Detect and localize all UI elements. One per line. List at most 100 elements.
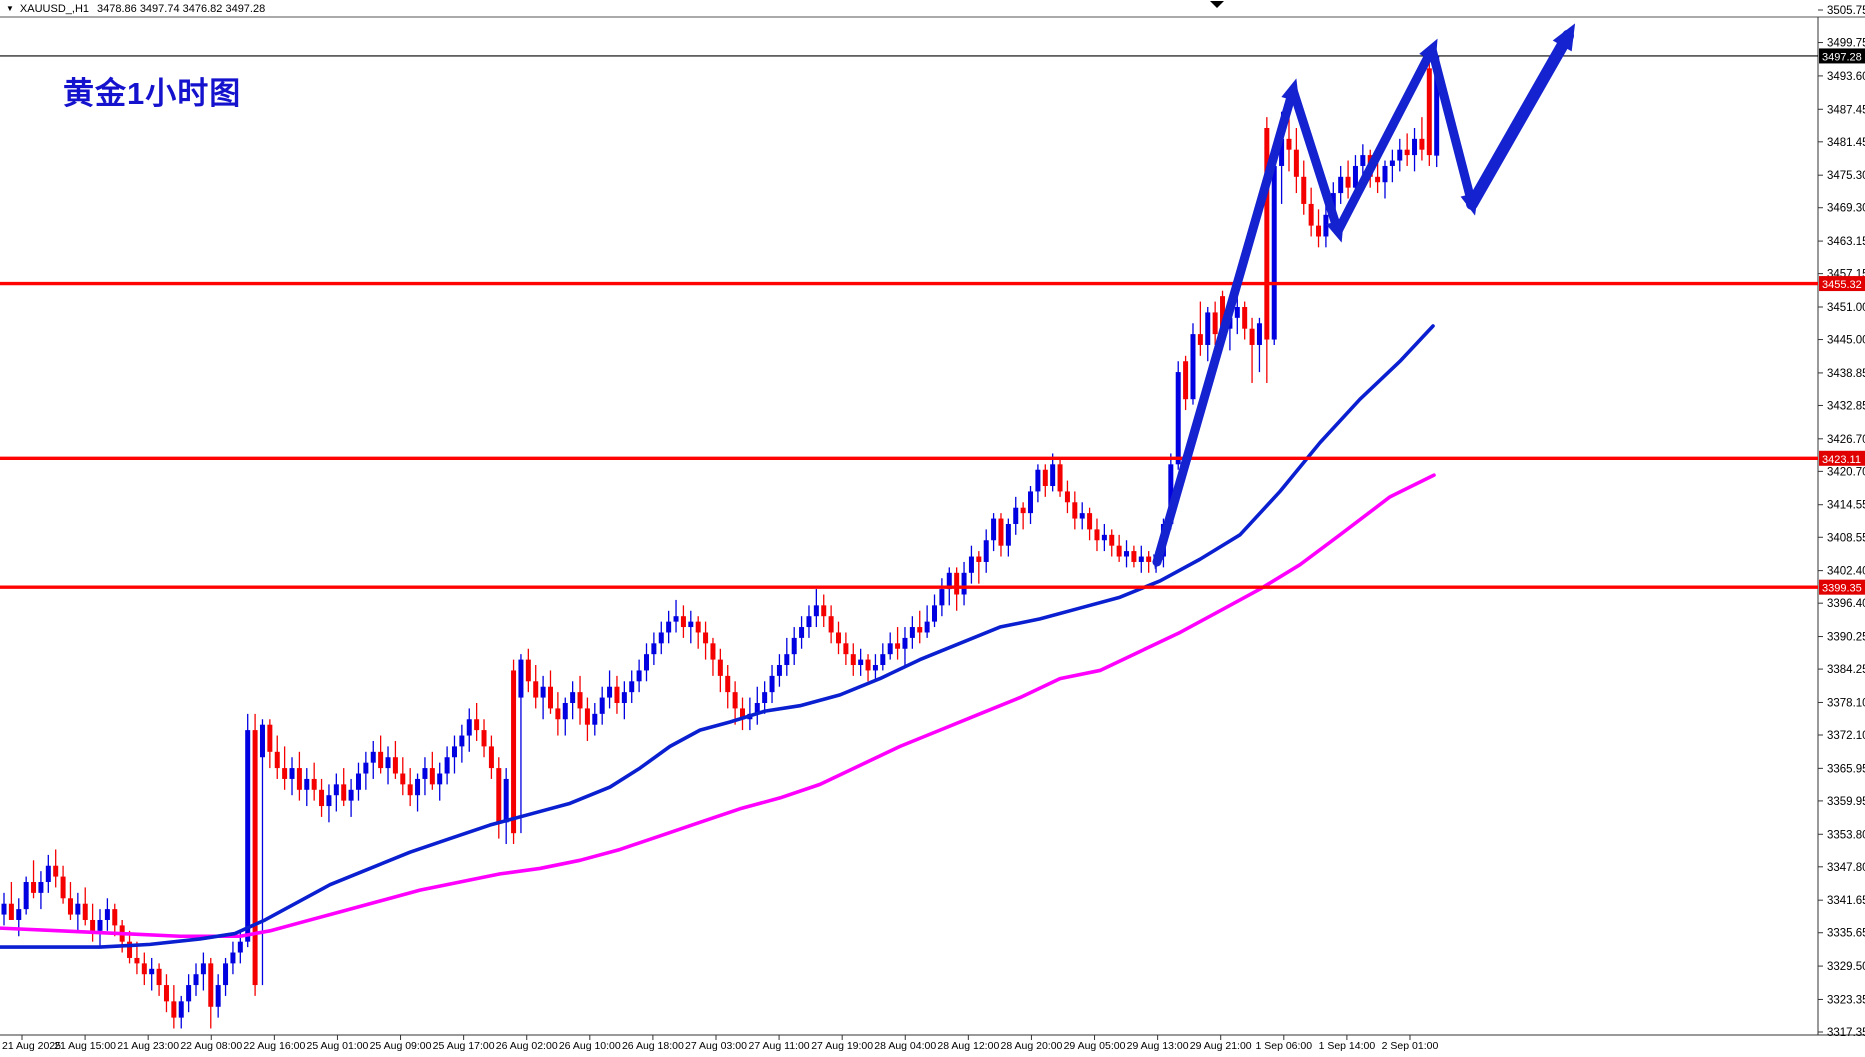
moving-average-slow-line[interactable] bbox=[0, 473, 1436, 939]
price-tick-label: 3378.10 bbox=[1827, 697, 1865, 709]
candle-bull bbox=[924, 621, 930, 633]
candle-bear bbox=[1116, 545, 1122, 557]
trend-arrowhead[interactable] bbox=[1281, 78, 1300, 103]
price-tick-label: 3396.40 bbox=[1827, 598, 1865, 610]
candle-bull bbox=[1412, 138, 1418, 156]
candle-bear bbox=[1212, 312, 1218, 335]
candle-bull bbox=[961, 572, 967, 595]
candle-bull bbox=[466, 719, 472, 736]
candle-bear bbox=[917, 627, 923, 633]
trend-arrow-segment[interactable] bbox=[1427, 44, 1477, 209]
time-tick-label: 22 Aug 08:00 bbox=[180, 1040, 242, 1052]
candle-bull bbox=[939, 589, 945, 606]
price-tick-label: 3341.65 bbox=[1827, 895, 1865, 907]
candle-bear bbox=[378, 751, 384, 769]
candle-bear bbox=[282, 768, 288, 779]
candle-bear bbox=[1146, 556, 1152, 562]
candle-bear bbox=[208, 963, 214, 1007]
candle-bull bbox=[946, 572, 952, 590]
trend-arrow-segment[interactable] bbox=[1288, 85, 1343, 236]
time-tick-label: 27 Aug 19:00 bbox=[811, 1040, 873, 1052]
candle-bull bbox=[562, 702, 568, 720]
candle-bear bbox=[865, 659, 871, 671]
candle-bull bbox=[636, 670, 642, 682]
time-tick-label: 21 Aug 23:00 bbox=[117, 1040, 179, 1052]
candle-bull bbox=[193, 974, 199, 986]
candle-bear bbox=[1316, 225, 1322, 237]
candle-bull bbox=[1271, 165, 1277, 340]
trend-arrowhead[interactable] bbox=[1419, 38, 1438, 63]
candle-bull bbox=[259, 724, 265, 758]
time-tick-label: 28 Aug 04:00 bbox=[874, 1040, 936, 1052]
candle-bull bbox=[1175, 372, 1181, 465]
candle-bull bbox=[422, 768, 428, 779]
candle-bear bbox=[1345, 176, 1351, 188]
price-tick-label: 3317.35 bbox=[1827, 1027, 1865, 1039]
candle-bull bbox=[230, 952, 236, 964]
price-tick-label: 3426.70 bbox=[1827, 434, 1865, 446]
moving-average-fast-line[interactable] bbox=[0, 324, 1435, 949]
candle-bull bbox=[806, 616, 812, 628]
time-tick-label: 29 Aug 21:00 bbox=[1190, 1040, 1252, 1052]
trend-arrowhead[interactable] bbox=[1326, 218, 1344, 243]
candle-bull bbox=[813, 605, 819, 617]
candle-bear bbox=[1375, 176, 1381, 183]
candle-bull bbox=[1397, 149, 1403, 161]
price-tick-label: 3487.45 bbox=[1827, 104, 1865, 116]
candle-bear bbox=[614, 686, 620, 703]
trend-arrowhead[interactable] bbox=[1552, 23, 1576, 52]
time-tick-label: 26 Aug 10:00 bbox=[559, 1040, 621, 1052]
candle-bull bbox=[149, 968, 155, 975]
candle-bull bbox=[932, 605, 938, 622]
trend-arrow-segment[interactable] bbox=[1466, 29, 1574, 210]
candle-bear bbox=[1220, 296, 1226, 329]
candle-bear bbox=[710, 643, 716, 660]
trend-arrow-segment[interactable] bbox=[1333, 44, 1437, 236]
candle-bear bbox=[1109, 534, 1115, 546]
candle-bull bbox=[1035, 469, 1041, 492]
candle-bear bbox=[1020, 507, 1026, 514]
candle-bull bbox=[1168, 464, 1174, 524]
candle-bull bbox=[38, 882, 44, 893]
candle-bear bbox=[60, 876, 66, 899]
candle-bull bbox=[1279, 138, 1285, 166]
candle-bull bbox=[1389, 160, 1395, 166]
time-tick-label: 22 Aug 16:00 bbox=[243, 1040, 305, 1052]
price-tick-label: 3420.70 bbox=[1827, 466, 1865, 478]
candle-bear bbox=[1293, 149, 1299, 177]
candle-bear bbox=[732, 692, 738, 709]
candle-bear bbox=[274, 751, 280, 769]
trend-arrowhead[interactable] bbox=[1153, 554, 1165, 570]
candle-bear bbox=[1242, 306, 1248, 329]
candle-bull bbox=[666, 621, 672, 633]
window-titlebar: ▼ XAUUSD_,H1 3478.86 3497.74 3476.82 349… bbox=[0, 0, 1865, 17]
candle-bear bbox=[555, 708, 561, 720]
price-tick-label: 3438.85 bbox=[1827, 368, 1865, 380]
candle-bear bbox=[1264, 127, 1270, 340]
candle-bull bbox=[629, 681, 635, 693]
candle-bull bbox=[1190, 334, 1196, 400]
candle-bull bbox=[991, 518, 997, 541]
candle-bear bbox=[895, 643, 901, 649]
candle-bear bbox=[695, 621, 701, 633]
price-tick-label: 3384.25 bbox=[1827, 664, 1865, 676]
price-tick-label: 3353.80 bbox=[1827, 829, 1865, 841]
price-tick-label: 3451.00 bbox=[1827, 302, 1865, 314]
candle-bear bbox=[577, 692, 583, 709]
candle-bull bbox=[673, 616, 679, 622]
candle-bear bbox=[1286, 138, 1292, 150]
time-tick-label: 28 Aug 20:00 bbox=[1000, 1040, 1062, 1052]
candle-bull bbox=[16, 909, 22, 920]
candle-bull bbox=[333, 784, 339, 796]
candle-bull bbox=[1234, 306, 1240, 318]
candle-bull bbox=[643, 654, 649, 671]
candle-bear bbox=[319, 789, 325, 807]
trend-arrow-segment[interactable] bbox=[1152, 85, 1298, 567]
candle-bear bbox=[1426, 68, 1432, 156]
current-price-label-box bbox=[1819, 48, 1865, 64]
candle-bull bbox=[444, 757, 450, 774]
symbol-dropdown-icon[interactable]: ▼ bbox=[6, 3, 14, 13]
candle-bear bbox=[400, 773, 406, 785]
trend-arrowhead[interactable] bbox=[1460, 192, 1479, 216]
